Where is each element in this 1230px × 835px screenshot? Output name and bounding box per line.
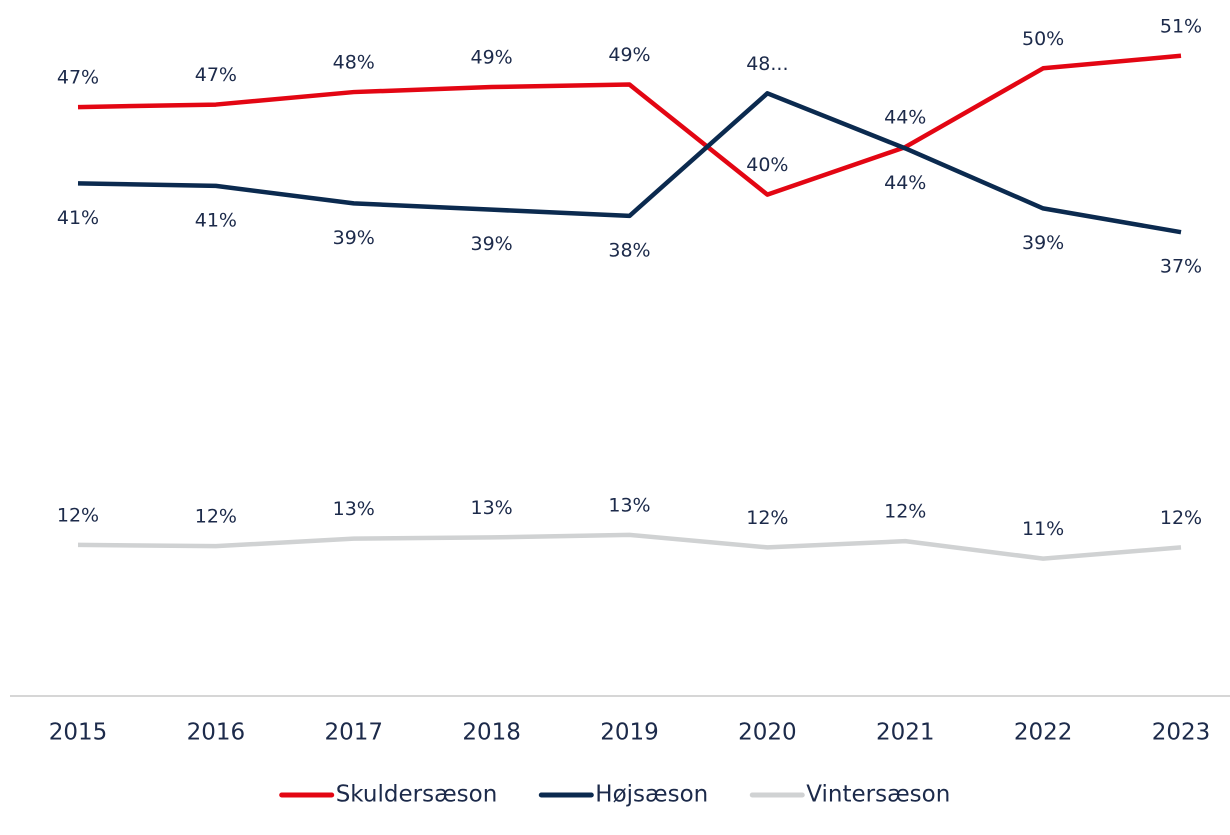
legend-label: Vintersæson <box>806 782 950 808</box>
data-label: 51% <box>1160 15 1202 37</box>
series-line <box>77 532 1182 561</box>
x-tick-label: 2019 <box>600 720 659 746</box>
series-line <box>77 53 1182 197</box>
data-label: 38% <box>608 239 650 261</box>
series-line <box>77 91 1182 235</box>
data-label: 39% <box>333 227 375 249</box>
data-label: 47% <box>57 67 99 89</box>
x-tick-label: 2021 <box>876 720 935 746</box>
data-label: 41% <box>57 207 99 229</box>
data-label: 11% <box>1022 518 1064 540</box>
data-label: 49% <box>608 44 650 66</box>
data-label: 37% <box>1160 256 1202 278</box>
data-label: 13% <box>471 497 513 519</box>
legend-label: Skuldersæson <box>336 782 498 808</box>
data-label: 48... <box>746 53 788 75</box>
data-label: 41% <box>195 209 237 231</box>
legend-label: Højsæson <box>595 782 708 808</box>
data-label: 12% <box>884 501 926 523</box>
x-tick-label: 2022 <box>1014 720 1073 746</box>
data-label: 13% <box>608 494 650 516</box>
x-tick-label: 2015 <box>49 720 108 746</box>
data-label: 12% <box>746 507 788 529</box>
data-label: 44% <box>884 107 926 129</box>
x-tick-label: 2023 <box>1152 720 1211 746</box>
data-label: 44% <box>884 172 926 194</box>
data-label: 13% <box>333 498 375 520</box>
data-label: 39% <box>1022 232 1064 254</box>
x-tick-label: 2016 <box>187 720 246 746</box>
x-tick-label: 2018 <box>462 720 521 746</box>
data-label: 12% <box>1160 507 1202 529</box>
data-label: 12% <box>195 506 237 528</box>
data-label: 49% <box>471 47 513 69</box>
x-tick-label: 2020 <box>738 720 797 746</box>
data-label: 40% <box>746 154 788 176</box>
data-label: 12% <box>57 504 99 526</box>
data-label: 50% <box>1022 28 1064 50</box>
data-label: 47% <box>195 64 237 86</box>
data-label: 39% <box>471 233 513 255</box>
x-tick-label: 2017 <box>324 720 383 746</box>
data-label: 48% <box>333 52 375 74</box>
